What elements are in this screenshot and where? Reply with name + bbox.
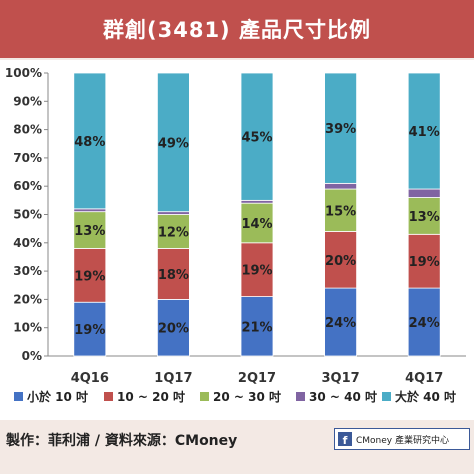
data-label: 19% [74,269,105,284]
data-label: 19% [74,323,105,338]
bar-segment [407,72,441,190]
y-tick-label: 50% [13,208,42,222]
bar-segment [73,211,107,249]
bar-segment [407,233,441,289]
bar-segment [73,248,107,303]
bar-segment [324,231,358,289]
y-tick-label: 20% [13,292,42,306]
bar-segment [73,301,107,357]
y-tick-label: 80% [13,123,42,137]
bar-segment [407,188,441,198]
bar-segment [240,296,274,357]
data-label: 19% [409,255,440,270]
legend-label: 20 ~ 30 吋 [213,389,281,404]
data-label: 19% [241,264,272,279]
stacked-bar-chart: 0% 10% 20% 30% 40% 50% 60% 70% 80% 90% 100% 19% 19% 1… [5,66,466,404]
data-label: 39% [325,122,356,137]
bar-segment [240,72,274,201]
data-label: 12% [158,225,189,240]
bar-segment [156,248,190,300]
brand-badge: f CMoney 產業研究中心 [334,428,470,450]
bar-segment [324,182,358,190]
title-bar: 群創(3481) 產品尺寸比例 [0,0,474,58]
bar-segment [156,298,190,357]
y-tick-label: 70% [13,151,42,165]
facebook-icon: f [338,432,352,446]
data-label: 20% [158,322,189,337]
bar-segment [324,188,358,232]
data-label: 13% [74,224,105,239]
y-tick-label: 100% [5,66,42,80]
data-label: 45% [241,131,272,146]
data-label: 18% [158,268,189,283]
legend-label: 小於 10 吋 [27,389,88,404]
bar-segment [73,208,107,213]
x-tick-label: 4Q17 [405,371,443,386]
x-tick-label: 2Q17 [238,371,276,386]
legend-label: 10 ~ 20 吋 [117,389,185,404]
y-tick-label: 30% [13,264,42,278]
bar-segment [324,287,358,357]
data-label: 48% [74,135,105,150]
data-label: 24% [325,316,356,331]
data-label: 20% [325,254,356,269]
bar-segment [156,214,190,249]
y-tick-label: 60% [13,179,42,193]
bar-segment [73,72,107,210]
chart-title: 群創(3481) 產品尺寸比例 [103,18,371,42]
y-tick-label: 90% [13,94,42,108]
y-tick-label: 0% [22,349,42,363]
legend-label: 大於 40 吋 [395,389,456,404]
footer-credit: 製作：菲利浦 / 資料來源：CMoney [6,433,238,449]
data-label: 15% [325,204,356,219]
brand-text: CMoney 產業研究中心 [356,435,449,446]
data-label: 13% [409,210,440,225]
bar-segment [156,211,190,215]
chart-panel: 0% 10% 20% 30% 40% 50% 60% 70% 80% 90% 100% 19% 19% 1… [0,60,474,420]
data-label: 41% [409,125,440,140]
data-label: 24% [409,316,440,331]
footer: 製作：菲利浦 / 資料來源：CMoney f CMoney 產業研究中心 [0,420,474,474]
data-label: 14% [241,217,272,232]
legend-swatch [296,392,305,401]
x-tick-label: 4Q16 [71,371,109,386]
bar-segment [324,72,358,184]
x-tick-label: 1Q17 [154,371,192,386]
x-tick-label: 3Q17 [322,371,360,386]
legend-swatch [382,392,391,401]
legend-swatch [14,392,23,401]
y-tick-label: 10% [13,321,42,335]
bar-segment [407,287,441,357]
bar-segment [156,72,190,213]
bar-segment [240,199,274,204]
data-label: 21% [241,320,272,335]
y-tick-label: 40% [13,236,42,250]
bar-segment [240,242,274,297]
legend-swatch [200,392,209,401]
legend-label: 30 ~ 40 吋 [309,389,377,404]
data-label: 49% [158,136,189,151]
legend-swatch [104,392,113,401]
